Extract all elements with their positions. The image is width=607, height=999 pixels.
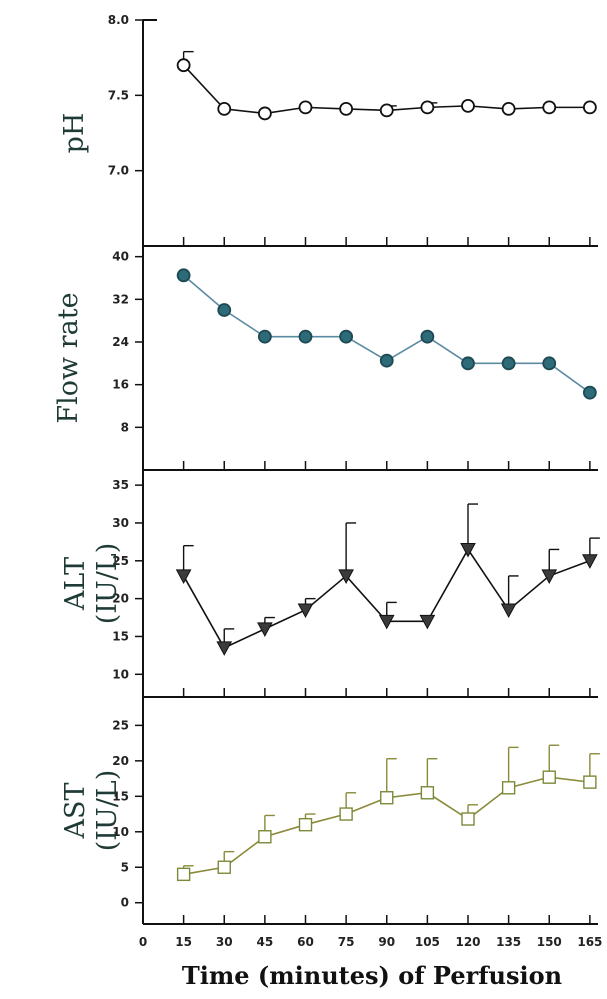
data-point (378, 614, 395, 630)
data-point (379, 353, 394, 368)
data-point (257, 622, 273, 637)
data-point (461, 812, 475, 826)
x-tick-label: 15 (175, 935, 192, 949)
y-axis-label: AST(IU/L) (60, 770, 123, 852)
data-point (298, 329, 313, 344)
data-point (257, 329, 272, 344)
data-point (461, 98, 475, 113)
y-tick-label: 20 (112, 754, 129, 768)
panel-1: 8.0 7.5 7.0 pH (59, 13, 598, 247)
data-point (460, 542, 476, 558)
data-point (176, 268, 191, 283)
y-axis-label-line: (IU/L) (92, 770, 123, 852)
data-point (582, 100, 597, 115)
data-point (380, 791, 394, 805)
data-point (501, 101, 516, 116)
data-point (217, 101, 232, 116)
series-line (183, 274, 591, 394)
y-axis-label-line: ALT (60, 557, 91, 611)
data-point (541, 569, 558, 584)
y-tick-label: 8.0 (108, 13, 129, 27)
y-tick-label: 35 (112, 478, 129, 492)
x-tick-label: 150 (537, 935, 562, 949)
y-axis-label-line: AST (60, 782, 91, 839)
y-tick-label: 15 (112, 789, 129, 803)
data-point (420, 786, 435, 800)
data-point (582, 385, 597, 400)
y-tick-label: 32 (112, 292, 129, 306)
data-point (542, 770, 556, 784)
data-point (501, 781, 516, 795)
y-tick-label: 7.0 (108, 164, 129, 178)
x-tick-label: 60 (297, 935, 314, 949)
y-tick-label: 24 (112, 335, 129, 349)
data-point (217, 303, 232, 317)
data-point (420, 329, 435, 344)
x-axis-label: Time (minutes) of Perfusion (182, 961, 562, 990)
data-point (542, 356, 557, 371)
data-point (582, 554, 598, 569)
data-point (500, 603, 517, 619)
data-point (339, 101, 354, 116)
y-tick-label: 25 (112, 718, 129, 732)
y-tick-label: 25 (112, 554, 129, 568)
panel-2: 40 32 24 16 8 Flow rate (53, 246, 598, 471)
data-point (501, 356, 516, 371)
data-point (258, 830, 272, 844)
data-point (216, 641, 233, 656)
y-tick-label: 10 (112, 825, 129, 839)
y-axis-label-line: pH (59, 113, 90, 154)
y-tick-label: 5 (121, 860, 129, 874)
data-point (298, 817, 313, 832)
y-axis-label: Flow rate (53, 292, 84, 423)
y-tick-label: 20 (112, 592, 129, 606)
x-tick-label: 120 (455, 935, 480, 949)
data-point (176, 58, 191, 73)
x-tick-label: 90 (378, 935, 395, 949)
x-tick-label: 165 (577, 935, 602, 949)
x-axis: 0 15 30 45 60 75 90 105 120 135 150 165 (139, 935, 603, 949)
y-axis-label-line: Flow rate (53, 292, 84, 423)
x-tick-label: 105 (415, 935, 440, 949)
x-tick-label: 0 (139, 935, 147, 949)
x-tick-label: 135 (496, 935, 521, 949)
y-tick-label: 0 (121, 896, 129, 910)
data-point (297, 603, 314, 619)
data-point (338, 569, 354, 584)
data-point (217, 860, 231, 874)
data-point (175, 569, 192, 584)
panel-4: 25 20 15 10 5 0 AST(IU/L) (60, 697, 600, 925)
y-axis-label: ALT(IU/L) (60, 543, 123, 625)
y-tick-label: 8 (121, 420, 129, 434)
x-tick-label: 75 (338, 935, 355, 949)
y-tick-label: 30 (112, 516, 129, 530)
data-point (298, 100, 313, 115)
data-point (379, 103, 394, 118)
data-point (583, 775, 597, 789)
y-axis-label-line: (IU/L) (92, 543, 123, 625)
data-point (542, 100, 557, 115)
data-point (461, 356, 475, 371)
data-point (257, 106, 272, 121)
series-line (182, 547, 591, 649)
panel-3: 35 30 25 20 15 10 ALT(IU/L) (60, 470, 600, 698)
x-tick-label: 30 (216, 935, 233, 949)
data-point (176, 867, 191, 882)
y-tick-label: 7.5 (108, 88, 129, 102)
y-tick-label: 40 (112, 250, 129, 264)
panels: 8.0 7.5 7.0 pH 40 32 24 16 8 Flow rate 35 30 25 20 15 1… (53, 13, 600, 925)
data-point (420, 100, 435, 115)
data-point (339, 329, 354, 344)
y-tick-label: 15 (112, 629, 129, 643)
x-tick-label: 45 (257, 935, 274, 949)
data-point (419, 614, 436, 630)
y-tick-label: 16 (112, 378, 129, 392)
data-point (339, 807, 353, 821)
y-tick-label: 10 (112, 667, 129, 681)
y-axis-label: pH (59, 113, 90, 154)
